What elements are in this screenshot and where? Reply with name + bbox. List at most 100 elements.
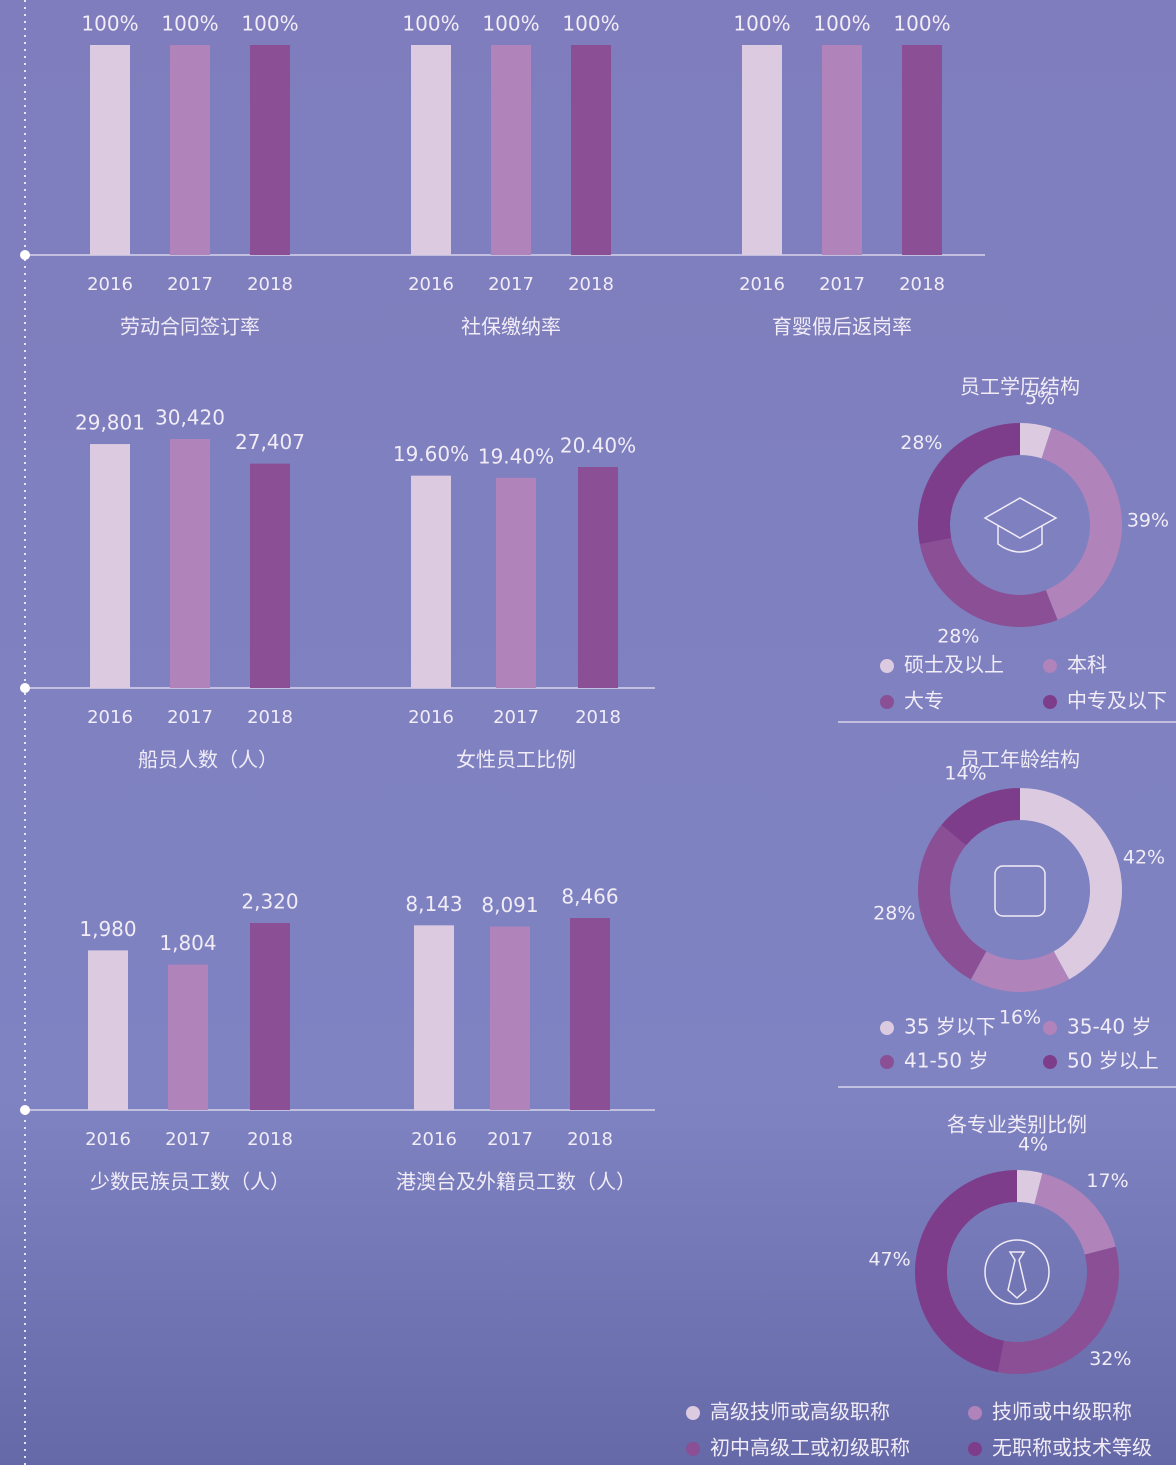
x-tick-label: 2018 (247, 274, 293, 295)
value-label: 100% (161, 12, 218, 36)
chart-title: 女性员工比例 (456, 748, 576, 772)
value-label: 100% (733, 12, 790, 36)
legend-marker (1043, 1055, 1057, 1069)
legend-marker (880, 1055, 894, 1069)
bar (88, 950, 128, 1110)
value-label: 2,320 (241, 890, 298, 914)
bar (496, 478, 536, 688)
value-label: 28% (873, 902, 915, 924)
legend-marker (686, 1442, 700, 1456)
bar (570, 918, 610, 1110)
bar (742, 45, 782, 255)
value-label: 28% (937, 626, 979, 648)
value-label: 47% (868, 1248, 910, 1270)
x-tick-label: 2016 (87, 274, 133, 295)
bar (250, 923, 290, 1110)
bar (170, 45, 210, 255)
value-label: 100% (813, 12, 870, 36)
value-label: 1,804 (159, 931, 216, 955)
legend-label: 高级技师或高级职称 (710, 1400, 890, 1424)
legend-label: 大专 (904, 689, 944, 713)
value-label: 8,466 (561, 885, 618, 909)
legend-marker (686, 1406, 700, 1420)
value-label: 28% (900, 432, 942, 454)
value-label: 5% (1025, 387, 1055, 409)
legend-marker (1043, 695, 1057, 709)
chart-title: 育婴假后返岗率 (772, 315, 912, 339)
x-tick-label: 2017 (167, 274, 213, 295)
legend-marker (880, 695, 894, 709)
value-label: 29,801 (75, 411, 145, 435)
x-tick-label: 2018 (247, 1129, 293, 1150)
value-label: 4% (1018, 1134, 1048, 1156)
x-tick-label: 2018 (899, 274, 945, 295)
timeline-dot (20, 250, 30, 260)
chart-title: 港澳台及外籍员工数（人） (396, 1170, 636, 1194)
legend-label: 50 岁以上 (1067, 1049, 1159, 1073)
value-label: 27,407 (235, 430, 305, 454)
value-label: 19.40% (478, 444, 554, 468)
x-tick-label: 2018 (568, 274, 614, 295)
bar (250, 45, 290, 255)
x-tick-label: 2017 (819, 274, 865, 295)
x-tick-label: 2017 (165, 1129, 211, 1150)
x-tick-label: 2016 (85, 1129, 131, 1150)
x-tick-label: 2017 (487, 1129, 533, 1150)
value-label: 8,143 (405, 892, 462, 916)
bar (90, 444, 130, 688)
legend-marker (1043, 1021, 1057, 1035)
bar (490, 927, 530, 1110)
value-label: 32% (1089, 1348, 1131, 1370)
chart: 100% 2016 100% 2017 100% 2018 劳动合同签订率 100% 2016 1… (0, 0, 1176, 1465)
bar (571, 45, 611, 255)
value-label: 14% (944, 763, 986, 785)
page: 100% 2016 100% 2017 100% 2018 劳动合同签订率 100% 2016 1… (0, 0, 1176, 1465)
chart-title: 船员人数（人） (138, 748, 278, 772)
legend-label: 无职称或技术等级 (992, 1436, 1152, 1460)
timeline-dot (20, 683, 30, 693)
legend-label: 35-40 岁 (1067, 1015, 1151, 1039)
legend-marker (1043, 659, 1057, 673)
value-label: 100% (893, 12, 950, 36)
value-label: 100% (402, 12, 459, 36)
legend-label: 初中高级工或初级职称 (710, 1436, 910, 1460)
x-tick-label: 2016 (739, 274, 785, 295)
bar (411, 45, 451, 255)
bar (414, 925, 454, 1110)
legend-marker (968, 1442, 982, 1456)
bar (822, 45, 862, 255)
x-tick-label: 2017 (488, 274, 534, 295)
bar (168, 965, 208, 1110)
x-tick-label: 2016 (408, 274, 454, 295)
x-tick-label: 2016 (408, 707, 454, 728)
value-label: 100% (482, 12, 539, 36)
value-label: 20.40% (560, 434, 636, 458)
legend-label: 35 岁以下 (904, 1015, 996, 1039)
legend-marker (968, 1406, 982, 1420)
bar (902, 45, 942, 255)
value-label: 16% (999, 1007, 1041, 1029)
legend-label: 本科 (1067, 653, 1107, 677)
value-label: 100% (241, 12, 298, 36)
legend-label: 硕士及以上 (904, 653, 1004, 677)
chart-title: 少数民族员工数（人） (90, 1170, 290, 1194)
legend-label: 中专及以下 (1067, 689, 1167, 713)
chart-title: 劳动合同签订率 (120, 315, 260, 339)
bar (250, 464, 290, 688)
x-tick-label: 2017 (493, 707, 539, 728)
value-label: 17% (1086, 1170, 1128, 1192)
value-label: 100% (81, 12, 138, 36)
legend-label: 技师或中级职称 (992, 1400, 1132, 1424)
x-tick-label: 2018 (247, 707, 293, 728)
legend-marker (880, 659, 894, 673)
bar (491, 45, 531, 255)
x-tick-label: 2016 (411, 1129, 457, 1150)
bar (170, 439, 210, 688)
chart-title: 社保缴纳率 (461, 315, 561, 339)
value-label: 39% (1127, 509, 1169, 531)
value-label: 8,091 (481, 893, 538, 917)
x-tick-label: 2018 (575, 707, 621, 728)
x-tick-label: 2017 (167, 707, 213, 728)
legend-marker (880, 1021, 894, 1035)
value-label: 100% (562, 12, 619, 36)
